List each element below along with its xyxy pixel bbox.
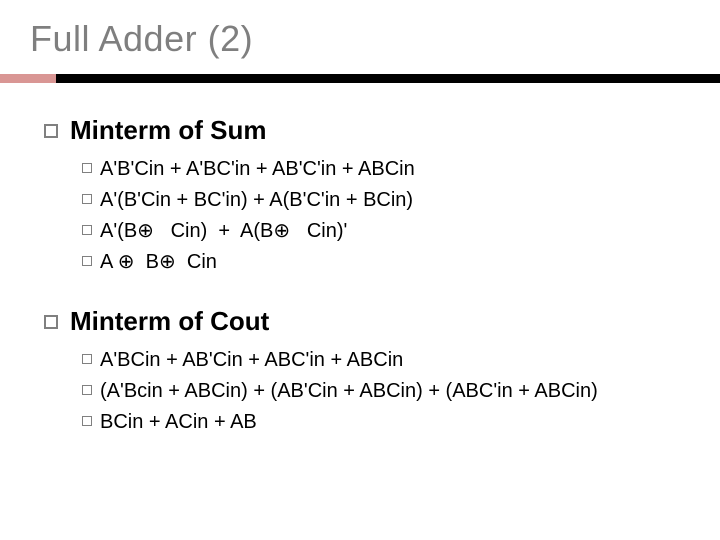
item-text: A ⊕ B⊕ Cin bbox=[100, 249, 217, 276]
open-square-icon bbox=[82, 354, 92, 364]
open-square-icon bbox=[82, 385, 92, 395]
item-text: A'BCin + AB'Cin + ABC'in + ABCin bbox=[100, 347, 403, 374]
list-item: A ⊕ B⊕ Cin bbox=[82, 249, 690, 276]
item-list: A'B'Cin + A'BC'in + AB'C'in + ABCin A'(B… bbox=[44, 156, 690, 276]
open-square-icon bbox=[82, 225, 92, 235]
open-square-icon bbox=[44, 315, 58, 329]
list-item: A'BCin + AB'Cin + ABC'in + ABCin bbox=[82, 347, 690, 374]
slide: Full Adder (2) Minterm of Sum A'B'Cin + … bbox=[0, 0, 720, 540]
list-item: A'(B⊕ Cin) + A(B⊕ Cin)' bbox=[82, 218, 690, 245]
item-text: (A'Bcin + ABCin) + (AB'Cin + ABCin) + (A… bbox=[100, 378, 598, 405]
open-square-icon bbox=[82, 163, 92, 173]
section-cout: Minterm of Cout A'BCin + AB'Cin + ABC'in… bbox=[44, 306, 690, 436]
section-head: Minterm of Sum bbox=[44, 115, 690, 146]
item-text: BCin + ACin + AB bbox=[100, 409, 257, 436]
item-text: A'(B⊕ Cin) + A(B⊕ Cin)' bbox=[100, 218, 347, 245]
item-list: A'BCin + AB'Cin + ABC'in + ABCin (A'Bcin… bbox=[44, 347, 690, 436]
list-item: A'B'Cin + A'BC'in + AB'C'in + ABCin bbox=[82, 156, 690, 183]
section-head: Minterm of Cout bbox=[44, 306, 690, 337]
section-title: Minterm of Sum bbox=[70, 115, 266, 146]
open-square-icon bbox=[82, 256, 92, 266]
slide-title: Full Adder (2) bbox=[30, 18, 690, 60]
content-area: Minterm of Sum A'B'Cin + A'BC'in + AB'C'… bbox=[30, 83, 690, 436]
accent-line bbox=[0, 74, 720, 83]
open-square-icon bbox=[44, 124, 58, 138]
open-square-icon bbox=[82, 416, 92, 426]
item-text: A'(B'Cin + BC'in) + A(B'C'in + BCin) bbox=[100, 187, 413, 214]
section-title: Minterm of Cout bbox=[70, 306, 269, 337]
item-text: A'B'Cin + A'BC'in + AB'C'in + ABCin bbox=[100, 156, 415, 183]
list-item: (A'Bcin + ABCin) + (AB'Cin + ABCin) + (A… bbox=[82, 378, 690, 405]
section-sum: Minterm of Sum A'B'Cin + A'BC'in + AB'C'… bbox=[44, 115, 690, 276]
list-item: BCin + ACin + AB bbox=[82, 409, 690, 436]
open-square-icon bbox=[82, 194, 92, 204]
list-item: A'(B'Cin + BC'in) + A(B'C'in + BCin) bbox=[82, 187, 690, 214]
